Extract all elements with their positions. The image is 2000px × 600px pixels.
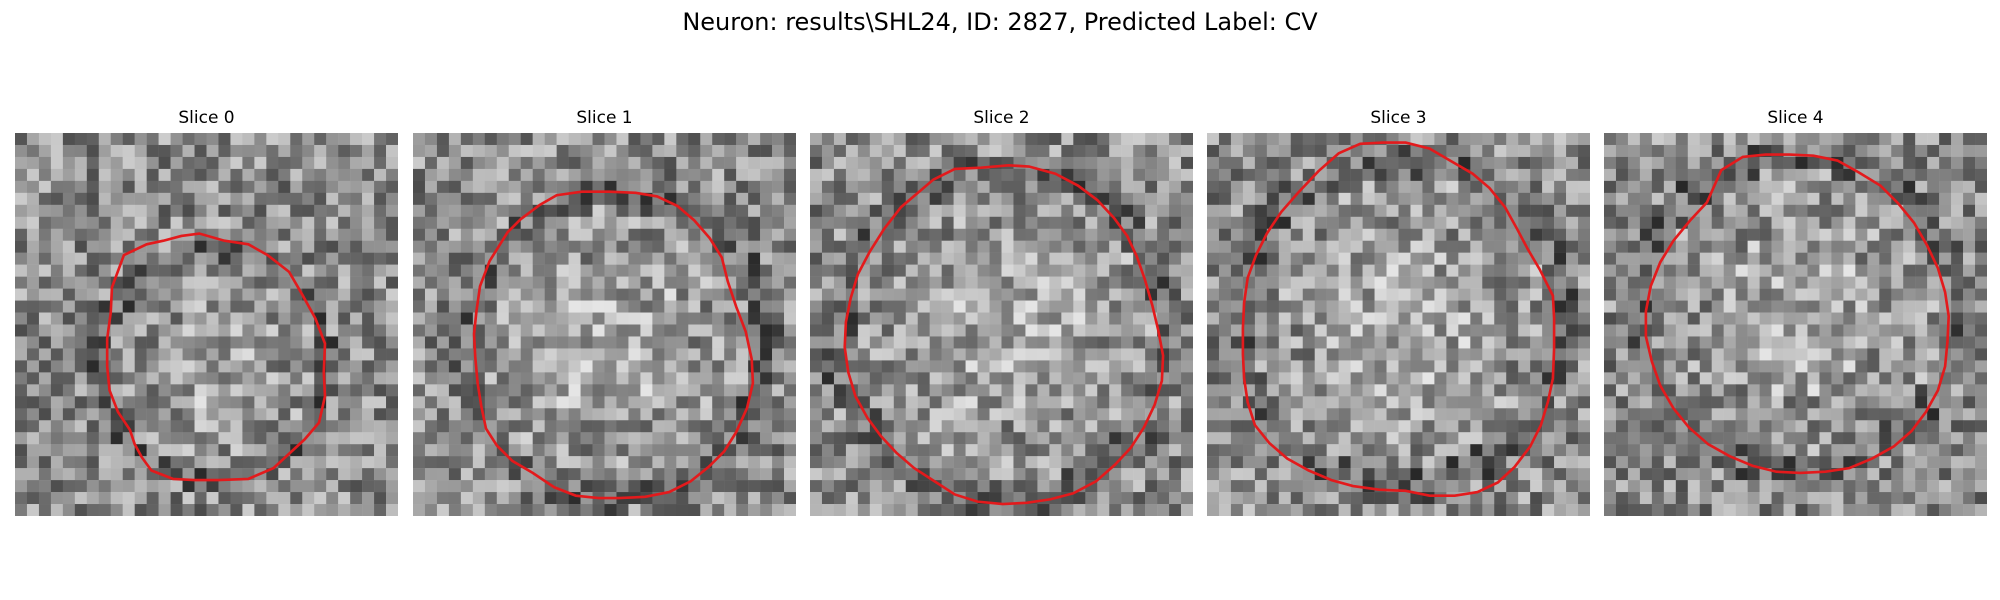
slice-image-4 (1604, 133, 1987, 516)
slice-panel-1: Slice 1 (413, 108, 796, 518)
slice-panel-4: Slice 4 (1604, 108, 1987, 518)
segmentation-contour-2 (843, 163, 1165, 506)
pixel-grid-4 (1604, 133, 1987, 516)
slice-panel-3: Slice 3 (1207, 108, 1590, 518)
figure-title: Neuron: results\SHL24, ID: 2827, Predict… (682, 8, 1318, 36)
slice-image-1 (413, 133, 796, 516)
pixel-grid-1 (413, 133, 796, 516)
segmentation-contour-4 (1644, 153, 1951, 475)
pixel-grid-0 (15, 133, 398, 516)
slice-image-3 (1207, 133, 1590, 516)
slice-title-1: Slice 1 (576, 108, 633, 128)
pixel-grid-2 (810, 133, 1193, 516)
pixel-grid-3 (1207, 133, 1590, 516)
slice-title-3: Slice 3 (1370, 108, 1427, 128)
slice-panel-2: Slice 2 (810, 108, 1193, 518)
segmentation-contour-0 (105, 232, 327, 482)
segmentation-contour-3 (1241, 141, 1556, 497)
slice-image-2 (810, 133, 1193, 516)
slice-title-4: Slice 4 (1767, 108, 1824, 128)
slice-image-0 (15, 133, 398, 516)
slice-title-0: Slice 0 (178, 108, 235, 128)
slice-panel-0: Slice 0 (15, 108, 398, 518)
segmentation-contour-1 (472, 190, 755, 500)
slice-title-2: Slice 2 (973, 108, 1030, 128)
